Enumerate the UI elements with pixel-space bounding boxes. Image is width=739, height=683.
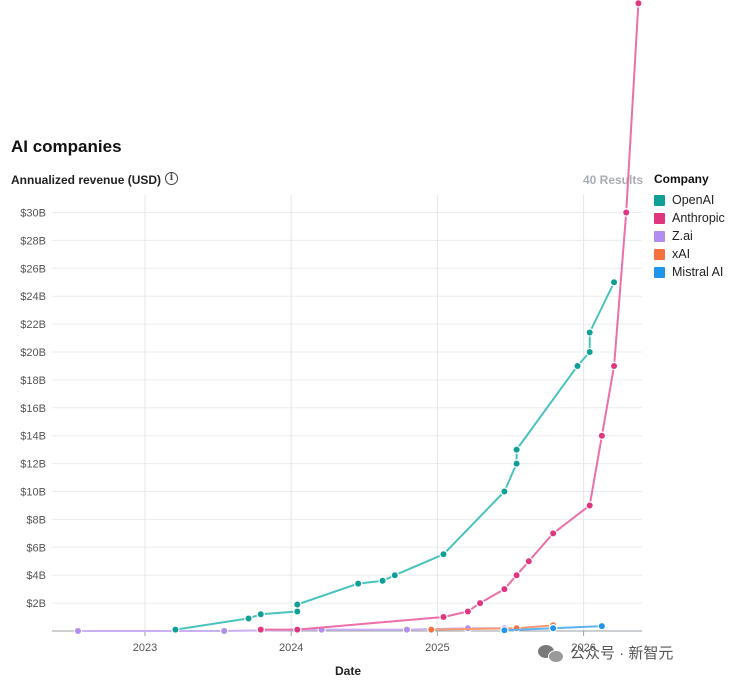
data-point[interactable] — [634, 0, 643, 8]
data-point[interactable] — [293, 600, 302, 609]
data-point[interactable] — [73, 626, 83, 636]
chart-title: AI companies — [11, 137, 122, 156]
legend-label: Mistral AI — [672, 265, 724, 279]
data-point[interactable] — [378, 576, 387, 585]
series — [73, 0, 643, 636]
legend-swatch — [654, 194, 665, 206]
grid — [52, 195, 642, 631]
series-anthropic — [256, 0, 643, 634]
data-point[interactable] — [585, 347, 594, 357]
data-point[interactable] — [390, 571, 399, 580]
y-tick-label: $2B — [26, 598, 46, 610]
data-point[interactable] — [171, 625, 180, 634]
data-point[interactable] — [244, 614, 253, 623]
data-point[interactable] — [500, 487, 509, 496]
data-point[interactable] — [609, 278, 619, 287]
data-point[interactable] — [512, 459, 521, 468]
y-tick-label: $12B — [20, 459, 46, 471]
data-point[interactable] — [500, 584, 509, 594]
data-point[interactable] — [622, 208, 631, 217]
y-tick-label: $28B — [20, 235, 46, 247]
y-tick-label: $20B — [20, 347, 46, 359]
data-point[interactable] — [548, 529, 558, 538]
series-mistral-ai — [500, 621, 607, 635]
data-point[interactable] — [585, 501, 594, 510]
legend-title: Company — [654, 172, 709, 186]
legend-swatch — [654, 230, 665, 242]
data-point[interactable] — [475, 598, 485, 608]
y-tick-label: $6B — [26, 542, 46, 554]
data-point[interactable] — [573, 361, 582, 371]
legend-item-zai[interactable]: Z.ai — [654, 227, 725, 245]
y-tick-label: $4B — [26, 570, 46, 582]
data-point[interactable] — [524, 557, 533, 566]
y-tick-label: $26B — [20, 263, 46, 275]
data-point[interactable] — [354, 579, 363, 588]
y-tick-label: $30B — [20, 208, 46, 220]
data-point[interactable] — [597, 621, 607, 631]
watermark: 公众号 · 新智元 — [538, 642, 673, 663]
data-point[interactable] — [402, 625, 412, 634]
y-tick-label: $16B — [20, 403, 46, 415]
legend-item-anthropic[interactable]: Anthropic — [654, 209, 725, 227]
data-point[interactable] — [512, 445, 521, 454]
y-tick-label: $24B — [20, 291, 46, 303]
y-tick-label: $10B — [20, 487, 46, 499]
data-point[interactable] — [439, 550, 448, 559]
data-point[interactable] — [256, 610, 265, 619]
data-point[interactable] — [585, 328, 594, 337]
legend-item-mistral[interactable]: Mistral AI — [654, 263, 725, 281]
info-icon[interactable]: i — [165, 172, 178, 185]
y-tick-label: $22B — [20, 319, 46, 331]
legend-swatch — [654, 248, 665, 260]
data-point[interactable] — [512, 571, 521, 580]
x-axis-title: Date — [335, 664, 361, 678]
data-point[interactable] — [548, 624, 558, 633]
y-tick-label: $18B — [20, 375, 46, 387]
series-openai — [171, 278, 619, 634]
legend: Company OpenAI Anthropic Z.ai xAI Mistra… — [654, 172, 725, 281]
legend-item-xai[interactable]: xAI — [654, 245, 725, 263]
watermark-text: 公众号 · 新智元 — [570, 645, 674, 662]
y-tick-label: $8B — [26, 514, 46, 526]
y-axis-label: Annualized revenue (USD) — [11, 173, 162, 187]
legend-label: Anthropic — [672, 211, 725, 225]
data-point[interactable] — [293, 625, 302, 634]
legend-item-openai[interactable]: OpenAI — [654, 191, 725, 209]
x-tick-label: 2026 — [571, 642, 595, 654]
data-point[interactable] — [609, 361, 619, 371]
data-point[interactable] — [427, 625, 436, 634]
wechat-icon — [538, 643, 564, 663]
axes: $2B $4B $6B $8B $10B $12B $14B $16B $18B $20B $22B… — [20, 208, 642, 654]
data-point[interactable] — [256, 625, 265, 634]
data-point[interactable] — [439, 612, 448, 622]
data-point[interactable] — [293, 607, 302, 616]
legend-swatch — [654, 212, 665, 224]
legend-label: xAI — [672, 247, 691, 261]
series-line — [175, 281, 615, 631]
data-point[interactable] — [463, 607, 473, 616]
data-point[interactable] — [500, 626, 509, 635]
data-point[interactable] — [219, 626, 229, 636]
data-point[interactable] — [597, 431, 607, 440]
x-tick-label: 2024 — [279, 642, 303, 654]
legend-swatch — [654, 266, 665, 278]
series-line — [260, 3, 640, 631]
y-tick-label: $14B — [20, 431, 46, 443]
legend-label: Z.ai — [672, 229, 693, 243]
x-tick-label: 2025 — [425, 642, 449, 654]
x-tick-label: 2023 — [133, 642, 157, 654]
legend-label: OpenAI — [672, 193, 715, 207]
